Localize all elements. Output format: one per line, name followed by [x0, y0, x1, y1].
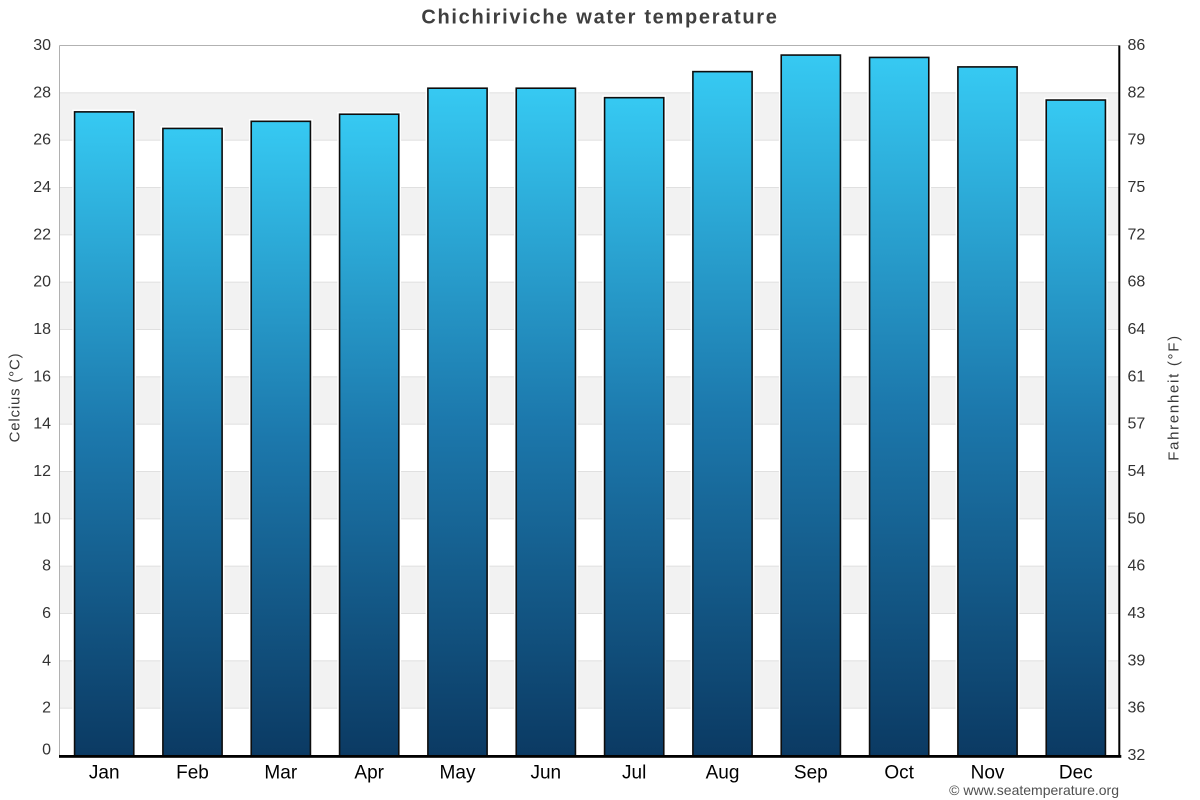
svg-text:Jun: Jun [530, 763, 561, 784]
svg-text:2: 2 [42, 700, 51, 717]
svg-text:50: 50 [1128, 510, 1146, 527]
svg-text:30: 30 [33, 37, 51, 54]
svg-text:Chichiriviche water temperatur: Chichiriviche water temperature [421, 7, 778, 29]
svg-text:46: 46 [1128, 558, 1146, 575]
svg-text:Jul: Jul [622, 763, 646, 784]
svg-text:64: 64 [1128, 321, 1146, 338]
svg-text:© www.seatemperature.org: © www.seatemperature.org [949, 782, 1119, 798]
svg-text:16: 16 [33, 368, 51, 385]
svg-text:72: 72 [1128, 226, 1146, 243]
svg-text:May: May [440, 763, 476, 784]
svg-text:Sep: Sep [794, 763, 828, 784]
svg-text:79: 79 [1128, 132, 1146, 149]
svg-text:Fahrenheit (°F): Fahrenheit (°F) [1166, 334, 1183, 461]
svg-text:57: 57 [1128, 416, 1146, 433]
svg-text:Aug: Aug [706, 763, 740, 784]
svg-text:14: 14 [33, 416, 51, 433]
svg-text:22: 22 [33, 226, 51, 243]
svg-text:26: 26 [33, 132, 51, 149]
svg-text:Nov: Nov [971, 763, 1005, 784]
svg-text:Feb: Feb [176, 763, 209, 784]
svg-text:68: 68 [1128, 274, 1146, 291]
svg-text:Celcius (°C): Celcius (°C) [7, 353, 24, 443]
svg-text:20: 20 [33, 274, 51, 291]
svg-text:82: 82 [1128, 84, 1146, 101]
svg-text:Mar: Mar [264, 763, 297, 784]
svg-text:54: 54 [1128, 463, 1146, 480]
svg-text:Jan: Jan [89, 763, 120, 784]
svg-text:8: 8 [42, 558, 51, 575]
svg-text:36: 36 [1128, 700, 1146, 717]
svg-text:0: 0 [42, 742, 51, 759]
svg-text:6: 6 [42, 605, 51, 622]
svg-text:32: 32 [1128, 747, 1146, 764]
svg-text:86: 86 [1128, 37, 1146, 54]
svg-text:Oct: Oct [884, 763, 914, 784]
svg-text:43: 43 [1128, 605, 1146, 622]
svg-text:18: 18 [33, 321, 51, 338]
svg-text:10: 10 [33, 510, 51, 527]
svg-text:Apr: Apr [354, 763, 384, 784]
svg-text:28: 28 [33, 84, 51, 101]
svg-text:Dec: Dec [1059, 763, 1093, 784]
svg-text:4: 4 [42, 652, 51, 669]
svg-text:61: 61 [1128, 368, 1146, 385]
svg-text:39: 39 [1128, 652, 1146, 669]
svg-text:24: 24 [33, 179, 51, 196]
svg-text:75: 75 [1128, 179, 1146, 196]
svg-text:12: 12 [33, 463, 51, 480]
